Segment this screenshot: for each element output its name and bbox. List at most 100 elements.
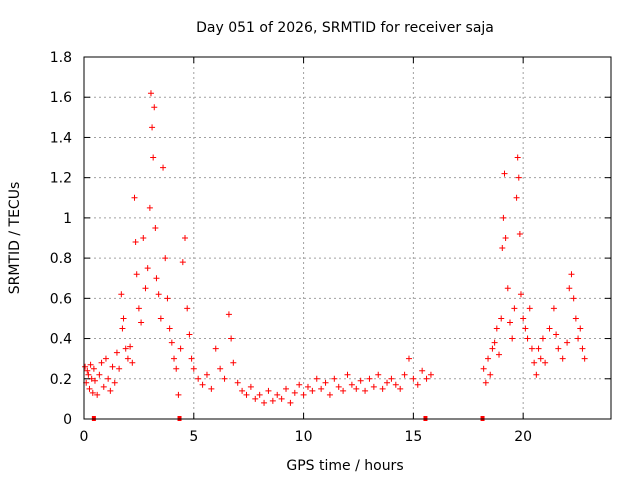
data-point bbox=[234, 379, 241, 386]
data-point bbox=[208, 385, 215, 392]
x-axis-label: GPS time / hours bbox=[286, 458, 403, 474]
data-point bbox=[91, 377, 98, 384]
y-axis-label: SRMTID / TECUs bbox=[7, 182, 23, 295]
data-point bbox=[526, 305, 533, 312]
data-point bbox=[397, 385, 404, 392]
data-point bbox=[326, 391, 333, 398]
data-point bbox=[581, 355, 588, 362]
data-point bbox=[485, 355, 492, 362]
data-point bbox=[155, 291, 162, 298]
data-point bbox=[144, 265, 151, 272]
data-point bbox=[353, 385, 360, 392]
data-point bbox=[261, 399, 268, 406]
data-point bbox=[566, 285, 573, 292]
data-point bbox=[550, 305, 557, 312]
data-point bbox=[537, 355, 544, 362]
data-point bbox=[100, 383, 107, 390]
data-point bbox=[102, 355, 109, 362]
data-point bbox=[116, 365, 123, 372]
data-point bbox=[318, 385, 325, 392]
y-tick-label: 0.8 bbox=[50, 251, 72, 267]
data-point bbox=[243, 391, 250, 398]
data-point bbox=[287, 399, 294, 406]
y-tick-label: 1.8 bbox=[50, 50, 72, 66]
data-point bbox=[252, 395, 259, 402]
x-ticks: 0 5 10 15 20 bbox=[80, 57, 532, 445]
data-point bbox=[405, 355, 412, 362]
data-point bbox=[171, 355, 178, 362]
data-point bbox=[184, 305, 191, 312]
data-point bbox=[195, 375, 202, 382]
data-point bbox=[265, 387, 272, 394]
data-point bbox=[491, 339, 498, 346]
data-point bbox=[186, 331, 193, 338]
data-point bbox=[228, 335, 235, 342]
data-point bbox=[480, 365, 487, 372]
chart-title: Day 051 of 2026, SRMTID for receiver saj… bbox=[196, 20, 494, 36]
data-point bbox=[579, 345, 586, 352]
x-tick-label: 10 bbox=[295, 429, 313, 445]
data-point bbox=[564, 339, 571, 346]
data-point bbox=[190, 365, 197, 372]
y-tick-label: 1 bbox=[63, 211, 72, 227]
data-point bbox=[509, 335, 516, 342]
data-point bbox=[546, 325, 553, 332]
data-point bbox=[140, 235, 147, 241]
data-point bbox=[177, 345, 184, 352]
data-point bbox=[168, 339, 175, 346]
data-point bbox=[90, 365, 97, 372]
data-point bbox=[489, 345, 496, 352]
data-point bbox=[482, 379, 489, 386]
data-point bbox=[572, 315, 579, 322]
data-point bbox=[392, 381, 399, 388]
y-tick-label: 0.2 bbox=[50, 372, 72, 388]
data-point bbox=[225, 311, 232, 318]
data-point bbox=[362, 387, 369, 394]
data-point bbox=[199, 381, 206, 388]
data-point bbox=[513, 194, 520, 201]
data-point bbox=[384, 379, 391, 386]
data-point bbox=[98, 359, 105, 366]
data-point bbox=[313, 375, 320, 382]
data-point bbox=[370, 383, 377, 390]
data-point bbox=[499, 245, 506, 252]
data-point bbox=[179, 259, 186, 266]
x-tick-label: 5 bbox=[189, 429, 198, 445]
data-point bbox=[152, 224, 159, 231]
data-point bbox=[133, 271, 140, 278]
data-point bbox=[542, 359, 549, 366]
data-point bbox=[577, 325, 584, 332]
data-point bbox=[96, 371, 103, 378]
data-point bbox=[401, 371, 408, 378]
data-point bbox=[113, 349, 120, 356]
data-point bbox=[410, 375, 417, 382]
data-point bbox=[502, 235, 509, 241]
data-point bbox=[182, 235, 189, 241]
data-point bbox=[274, 391, 281, 398]
y-ticks: 0 0.2 0.4 0.6 0.8 1 1.2 1.4 1.6 1.8 bbox=[50, 50, 611, 428]
data-point bbox=[89, 389, 96, 396]
data-point bbox=[309, 387, 316, 394]
grid-lines bbox=[84, 57, 611, 419]
data-point bbox=[127, 343, 134, 350]
data-point bbox=[217, 365, 224, 372]
plot-frame bbox=[83, 56, 612, 420]
data-point bbox=[414, 381, 421, 388]
data-point bbox=[366, 375, 373, 382]
data-point bbox=[153, 275, 160, 282]
data-point bbox=[131, 194, 138, 201]
y-tick-label: 1.4 bbox=[50, 130, 72, 146]
data-point bbox=[559, 355, 566, 362]
data-point bbox=[348, 381, 355, 388]
data-point bbox=[570, 295, 577, 302]
data-point bbox=[515, 174, 522, 181]
data-point bbox=[500, 214, 507, 221]
data-point bbox=[335, 383, 342, 390]
data-point bbox=[86, 385, 93, 392]
data-point bbox=[82, 363, 89, 370]
data-point bbox=[107, 387, 114, 394]
data-point bbox=[427, 371, 434, 378]
data-point bbox=[212, 345, 219, 352]
data-point bbox=[164, 295, 171, 302]
data-point bbox=[85, 371, 92, 378]
